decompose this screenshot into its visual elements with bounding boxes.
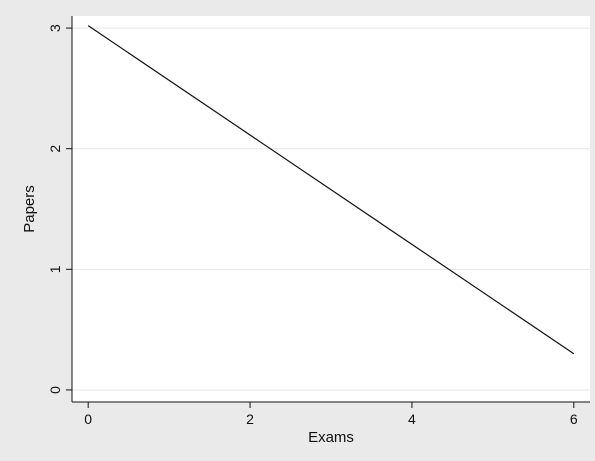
y-tick-label-1: 1 [47, 265, 63, 273]
x-tick-label-2: 4 [408, 411, 416, 427]
y-axis-title: Papers [21, 185, 38, 233]
x-axis-title: Exams [308, 429, 354, 446]
axes [71, 16, 590, 403]
y-tick-label-3: 3 [47, 24, 63, 32]
y-tick-label-2: 2 [47, 145, 63, 153]
series-line-0 [87, 25, 575, 355]
y-tick-label-0: 0 [47, 386, 63, 394]
x-tick-label-0: 0 [84, 411, 92, 427]
x-tick-label-1: 2 [246, 411, 254, 427]
plot-area [72, 16, 590, 402]
grid-lines [72, 27, 590, 391]
series-layer [87, 25, 575, 355]
x-tick-label-3: 6 [570, 411, 578, 427]
ticks: 0 1 2 3 0 2 4 6 [47, 24, 578, 427]
